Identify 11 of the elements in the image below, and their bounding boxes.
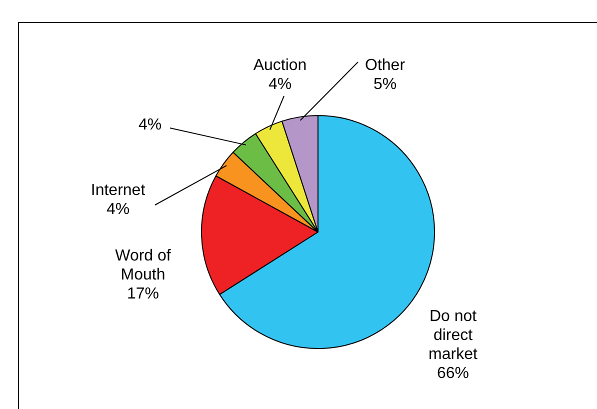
slice-label: Internet xyxy=(90,182,146,199)
slice-label: Do not direct market xyxy=(428,308,478,363)
slice-label: Word of Mouth xyxy=(115,247,172,284)
data-label: 4% xyxy=(106,200,130,218)
data-label: 5% xyxy=(373,76,397,93)
data-label: 4% xyxy=(138,116,162,134)
data-label: 66% xyxy=(436,364,470,382)
data-label: 4% xyxy=(268,76,292,93)
slice-label: Auction xyxy=(253,56,307,74)
data-label: 17% xyxy=(126,285,160,302)
slice-label: Other xyxy=(364,56,406,74)
